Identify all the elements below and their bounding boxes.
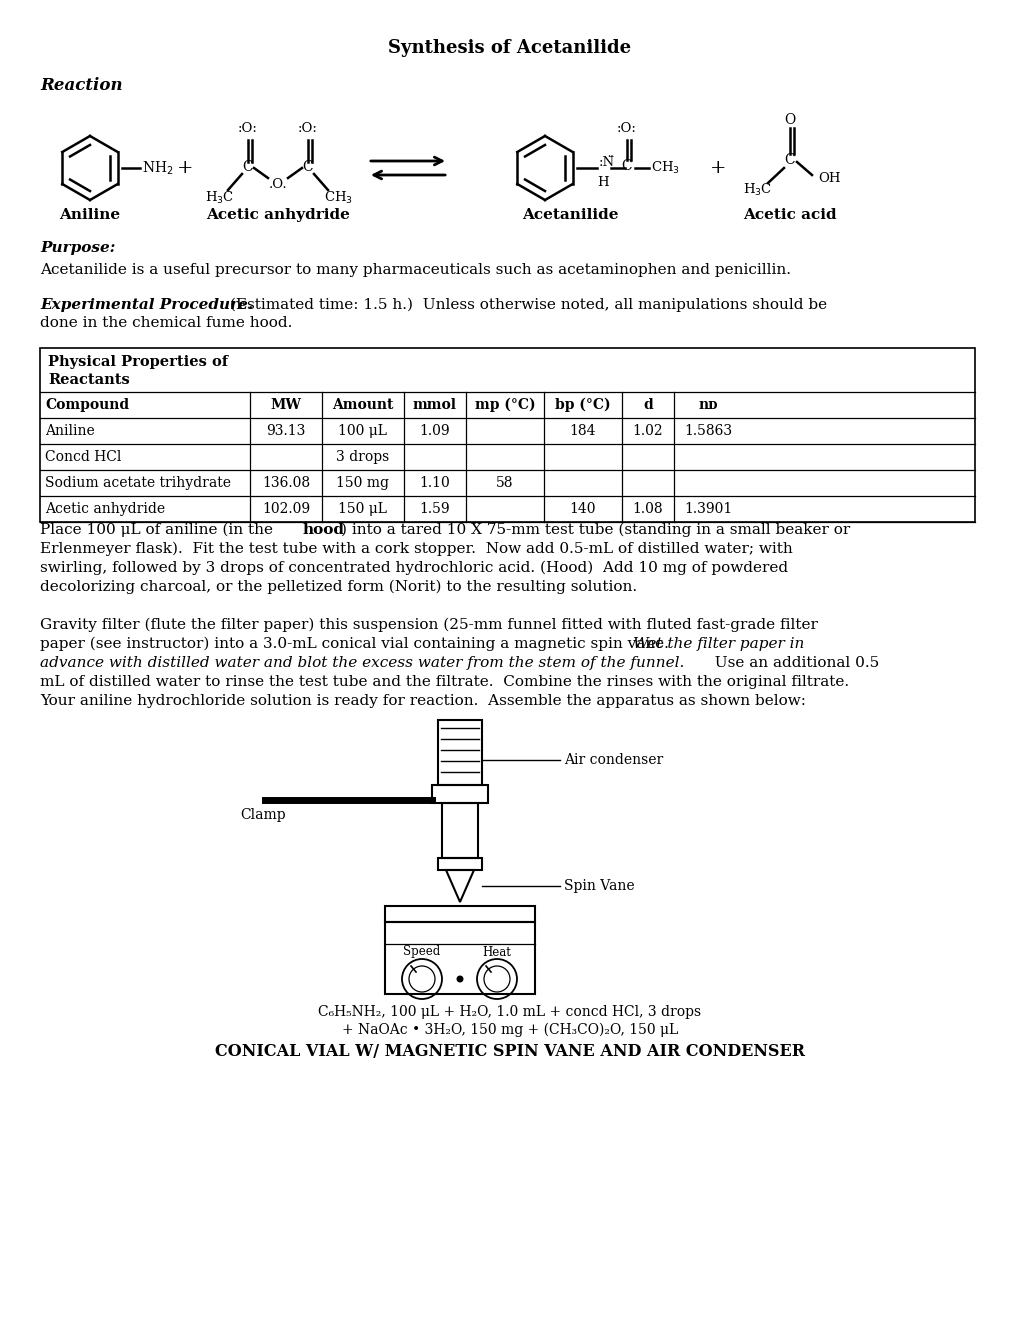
Text: Purpose:: Purpose:: [40, 242, 115, 255]
Text: 1.59: 1.59: [419, 502, 449, 516]
Text: 58: 58: [496, 477, 514, 490]
Text: swirling, followed by 3 drops of concentrated hydrochloric acid. (Hood)  Add 10 : swirling, followed by 3 drops of concent…: [40, 561, 788, 576]
Text: OH: OH: [817, 172, 840, 185]
Text: Physical Properties of: Physical Properties of: [48, 355, 228, 370]
Text: :N̈: :N̈: [598, 156, 614, 169]
Text: Gravity filter (flute the filter paper) this suspension (25-mm funnel fitted wit: Gravity filter (flute the filter paper) …: [40, 618, 817, 632]
Text: 136.08: 136.08: [262, 477, 310, 490]
Text: bp (°C): bp (°C): [554, 397, 610, 412]
Text: Heat: Heat: [482, 945, 511, 958]
Text: Amount: Amount: [332, 399, 393, 412]
Text: 150 μL: 150 μL: [338, 502, 387, 516]
Text: Reactants: Reactants: [48, 374, 129, 387]
Bar: [432, 785, 487, 803]
Text: decolorizing charcoal, or the pelletized form (Norit) to the resulting solution.: decolorizing charcoal, or the pelletized…: [40, 579, 637, 594]
Text: :O:: :O:: [237, 121, 258, 135]
Text: C: C: [784, 153, 795, 168]
Text: 100 μL: 100 μL: [338, 424, 387, 438]
Text: Aniline: Aniline: [45, 424, 95, 438]
Text: mL of distilled water to rinse the test tube and the filtrate.  Combine the rins: mL of distilled water to rinse the test …: [40, 675, 848, 689]
Text: 150 mg: 150 mg: [336, 477, 389, 490]
Text: 93.13: 93.13: [266, 424, 306, 438]
Text: Experimental Procedure.: Experimental Procedure.: [40, 298, 253, 312]
Bar: [437, 719, 482, 785]
Text: Place 100 μL of aniline (in the: Place 100 μL of aniline (in the: [40, 523, 277, 537]
Text: C: C: [303, 160, 313, 174]
Text: C: C: [621, 158, 632, 173]
Text: Acetic anhydride: Acetic anhydride: [206, 209, 350, 222]
Text: .O.: .O.: [268, 178, 287, 191]
Text: advance with distilled water and blot the excess water from the stem of the funn: advance with distilled water and blot th…: [40, 656, 684, 671]
Text: 1.02: 1.02: [632, 424, 662, 438]
Text: CH$_3$: CH$_3$: [323, 190, 353, 206]
Text: Compound: Compound: [45, 399, 129, 412]
Text: Acetanilide: Acetanilide: [522, 209, 618, 222]
Text: Sodium acetate trihydrate: Sodium acetate trihydrate: [45, 477, 230, 490]
Text: :O:: :O:: [298, 121, 318, 135]
Text: Acetic acid: Acetic acid: [743, 209, 836, 222]
Text: Aniline: Aniline: [59, 209, 120, 222]
Text: Synthesis of Acetanilide: Synthesis of Acetanilide: [388, 40, 631, 57]
Text: mp (°C): mp (°C): [474, 397, 535, 412]
Text: H: H: [596, 176, 608, 189]
Text: Clamp: Clamp: [239, 808, 285, 822]
Text: mmol: mmol: [413, 399, 457, 412]
Text: O: O: [784, 114, 795, 127]
Text: CONICAL VIAL W/ MAGNETIC SPIN VANE AND AIR CONDENSER: CONICAL VIAL W/ MAGNETIC SPIN VANE AND A…: [215, 1044, 804, 1060]
Text: paper (see instructor) into a 3.0-mL conical vial containing a magnetic spin van: paper (see instructor) into a 3.0-mL con…: [40, 636, 678, 651]
Text: Acetanilide is a useful precursor to many pharmaceuticals such as acetaminophen : Acetanilide is a useful precursor to man…: [40, 263, 790, 277]
Text: done in the chemical fume hood.: done in the chemical fume hood.: [40, 315, 292, 330]
Text: 140: 140: [570, 502, 596, 516]
Text: 1.08: 1.08: [632, 502, 662, 516]
Text: 3 drops: 3 drops: [336, 450, 389, 465]
Text: 1.3901: 1.3901: [683, 502, 732, 516]
Text: +: +: [176, 158, 193, 177]
Text: hood: hood: [303, 523, 344, 537]
Text: 1.10: 1.10: [419, 477, 450, 490]
Text: NH$_2$: NH$_2$: [142, 160, 173, 177]
Text: Reaction: Reaction: [40, 77, 122, 94]
Text: Use an additional 0.5: Use an additional 0.5: [704, 656, 878, 671]
Text: Erlenmeyer flask).  Fit the test tube with a cork stopper.  Now add 0.5-mL of di: Erlenmeyer flask). Fit the test tube wit…: [40, 541, 792, 556]
Text: MW: MW: [270, 399, 302, 412]
Text: + NaOAc • 3H₂O, 150 mg + (CH₃CO)₂O, 150 μL: + NaOAc • 3H₂O, 150 mg + (CH₃CO)₂O, 150 …: [341, 1023, 678, 1038]
Text: H$_3$C: H$_3$C: [743, 182, 771, 198]
Text: C₆H₅NH₂, 100 μL + H₂O, 1.0 mL + concd HCl, 3 drops: C₆H₅NH₂, 100 μL + H₂O, 1.0 mL + concd HC…: [318, 1005, 701, 1019]
Text: Your aniline hydrochloride solution is ready for reaction.  Assemble the apparat: Your aniline hydrochloride solution is r…: [40, 694, 805, 708]
Text: ) into a tared 10 X 75-mm test tube (standing in a small beaker or: ) into a tared 10 X 75-mm test tube (sta…: [340, 523, 850, 537]
Text: nᴅ: nᴅ: [698, 399, 717, 412]
Text: 1.5863: 1.5863: [684, 424, 732, 438]
Bar: [384, 921, 535, 994]
Text: +: +: [709, 158, 726, 177]
Text: Spin Vane: Spin Vane: [564, 879, 634, 894]
Text: Acetic anhydride: Acetic anhydride: [45, 502, 165, 516]
Circle shape: [457, 975, 463, 982]
Bar: [441, 803, 478, 858]
Text: Concd HCl: Concd HCl: [45, 450, 121, 465]
Text: 102.09: 102.09: [262, 502, 310, 516]
Text: Air condenser: Air condenser: [564, 752, 662, 767]
Text: CH$_3$: CH$_3$: [650, 160, 680, 176]
Bar: [384, 906, 535, 921]
Text: :O:: :O:: [616, 121, 636, 135]
Text: 1.09: 1.09: [419, 424, 449, 438]
Text: 184: 184: [570, 424, 596, 438]
Bar: [437, 858, 482, 870]
Text: C: C: [243, 160, 253, 174]
Bar: [40, 348, 974, 521]
Text: H$_3$C: H$_3$C: [205, 190, 234, 206]
Text: (Estimated time: 1.5 h.)  Unless otherwise noted, all manipulations should be: (Estimated time: 1.5 h.) Unless otherwis…: [225, 298, 826, 313]
Text: d: d: [643, 399, 652, 412]
Text: Wet the filter paper in: Wet the filter paper in: [633, 638, 804, 651]
Text: Speed: Speed: [403, 945, 440, 958]
